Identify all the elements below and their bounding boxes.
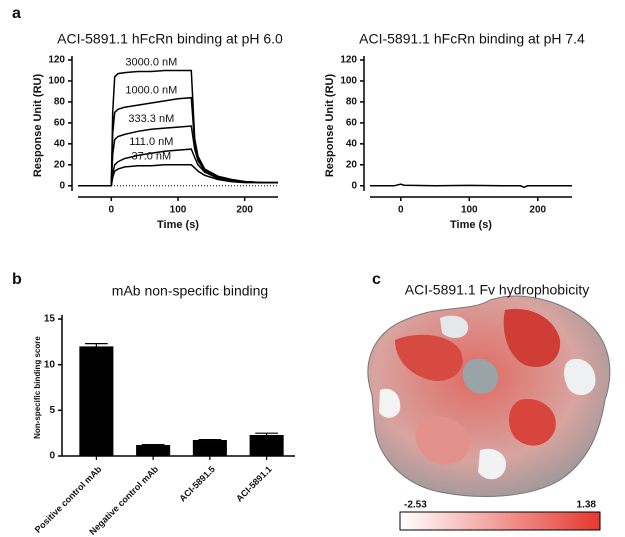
y-tick-label: 5 — [49, 405, 55, 416]
panel-label: c — [372, 271, 381, 288]
chart-title: ACI-5891.1 hFcRn binding at pH 6.0 — [57, 31, 283, 47]
y-tick-label: 120 — [340, 55, 357, 66]
bar — [192, 440, 227, 456]
x-axis-label: Time (s) — [157, 219, 199, 231]
y-tick-label: 15 — [44, 314, 56, 325]
y-tick-label: 0 — [49, 451, 55, 462]
panel-label: b — [12, 271, 22, 288]
y-tick-label: 80 — [54, 97, 66, 108]
y-tick-label: 60 — [54, 118, 66, 129]
x-tick-label: 100 — [170, 205, 187, 216]
y-axis-label: Response Unit (RU) — [32, 74, 44, 178]
chart-title: ACI-5891.1 Fv hydrophobicity — [405, 282, 589, 298]
series-label: 37.0 nM — [131, 151, 171, 163]
x-tick-label: 200 — [236, 205, 253, 216]
x-tick-label: 0 — [109, 205, 115, 216]
series-label: 1000.0 nM — [125, 85, 177, 97]
bar — [136, 445, 171, 456]
series-label: 3000.0 nM — [125, 56, 177, 68]
bar — [249, 434, 284, 456]
y-tick-label: 0 — [351, 180, 357, 191]
y-tick-label: 40 — [346, 138, 358, 149]
colorbar — [399, 511, 601, 531]
panel-label: a — [12, 5, 21, 22]
chart-title: mAb non-specific binding — [112, 283, 268, 299]
protein-surface — [367, 295, 611, 497]
line-series — [78, 125, 278, 187]
y-tick-label: 60 — [346, 118, 358, 129]
y-tick-label: 0 — [59, 180, 65, 191]
y-tick-label: 40 — [54, 138, 66, 149]
bar — [79, 346, 114, 456]
chart-title: ACI-5891.1 hFcRn binding at pH 7.4 — [359, 31, 585, 47]
error-bar — [85, 343, 108, 347]
x-axis-label: Time (s) — [450, 219, 492, 231]
line-series — [78, 69, 278, 187]
colorbar-min-label: -2.53 — [404, 500, 427, 511]
y-tick-label: 100 — [340, 76, 357, 87]
y-tick-label: 120 — [48, 55, 65, 66]
x-tick-label: 100 — [461, 205, 478, 216]
line-series — [78, 96, 278, 187]
line-series — [78, 164, 278, 187]
y-axis-label: Response Unit (RU) — [324, 74, 336, 178]
y-tick-label: 20 — [346, 159, 358, 170]
y-tick-label: 100 — [48, 76, 65, 87]
x-tick-label: 200 — [529, 205, 546, 216]
colorbar-max-label: 1.38 — [577, 500, 597, 511]
x-tick-label: ACI-5891.5 — [177, 464, 217, 504]
series-label: 333.3 nM — [128, 113, 174, 125]
series-label: 111.0 nM — [129, 136, 173, 148]
x-tick-label: ACI-5891.1 — [234, 464, 274, 504]
y-tick-label: 20 — [54, 159, 66, 170]
y-tick-label: 10 — [44, 359, 56, 370]
line-series — [78, 148, 278, 187]
y-axis-label: Non-specific binding score — [33, 336, 42, 439]
line-series — [370, 183, 572, 189]
error-bar — [255, 432, 278, 435]
y-tick-label: 80 — [346, 97, 358, 108]
x-tick-label: 0 — [398, 205, 404, 216]
